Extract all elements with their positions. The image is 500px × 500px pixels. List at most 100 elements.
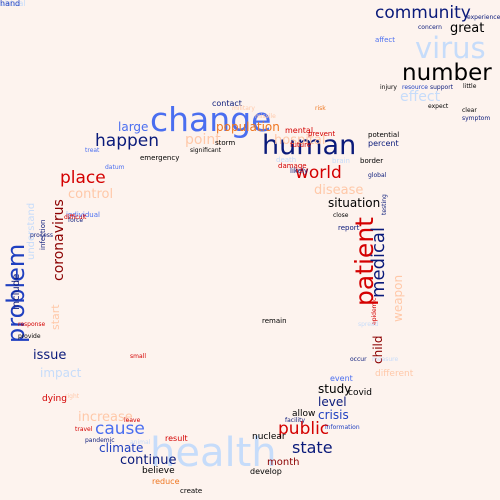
word-prevent: prevent xyxy=(308,130,336,138)
word-crisis: crisis xyxy=(318,408,349,422)
word-covid: covid xyxy=(348,388,372,398)
word-future: future xyxy=(290,141,312,149)
word-risk: risk xyxy=(315,105,326,112)
word-damage: damage xyxy=(278,162,307,170)
word-significant: significant xyxy=(190,147,221,154)
word-expect: expect xyxy=(428,103,449,110)
word-pandemic: pandemic xyxy=(85,437,115,444)
word-little: little xyxy=(463,83,477,90)
word-world: world xyxy=(295,163,342,183)
word-infection: infection xyxy=(39,219,47,250)
word-likely: likely xyxy=(290,167,309,175)
word-human: human xyxy=(262,130,357,161)
word-public: public xyxy=(278,419,330,439)
word-percent: percent xyxy=(368,139,399,148)
word-control: control xyxy=(68,187,114,202)
word-situation: situation xyxy=(328,196,381,210)
word-result: result xyxy=(165,434,188,443)
word-effect: effect xyxy=(400,89,441,105)
word-injury: injury xyxy=(380,84,397,91)
word-force: force xyxy=(68,217,84,224)
word-change: change xyxy=(150,100,272,139)
word-disease: disease xyxy=(314,183,364,198)
word-believe: believe xyxy=(142,466,175,476)
word-level: level xyxy=(318,395,347,409)
word-happen: happen xyxy=(95,131,160,151)
word-month: month xyxy=(267,457,300,468)
word-remain: remain xyxy=(262,317,287,325)
word-treat: treat xyxy=(85,147,100,154)
word-hand: hand xyxy=(0,0,21,8)
word-state: state xyxy=(292,438,333,457)
word-reduce: reduce xyxy=(152,477,180,486)
word-study: study xyxy=(318,382,352,396)
word-travel: travel xyxy=(75,426,93,433)
word-health: health xyxy=(150,430,277,476)
word-different: different xyxy=(375,369,414,379)
word-continue: continue xyxy=(120,453,177,468)
word-death: death xyxy=(276,156,297,164)
word-hospital: hospital xyxy=(274,133,326,148)
word-measure: measure xyxy=(372,356,399,363)
word-report: report xyxy=(338,224,360,232)
word-increase: increase xyxy=(78,410,133,425)
word-contact: contact xyxy=(212,99,242,108)
word-border: border xyxy=(360,157,384,165)
word-start: start xyxy=(49,304,62,330)
word-place: place xyxy=(60,168,106,188)
word-cause: cause xyxy=(95,419,145,439)
word-testing: testing xyxy=(381,194,388,215)
word-process: process xyxy=(30,232,54,239)
word-point: point xyxy=(185,132,221,148)
word-population: population xyxy=(216,120,280,134)
word-large: large xyxy=(118,120,149,134)
word-dying: dying xyxy=(42,394,67,404)
word-resource: resource xyxy=(402,84,428,91)
word-experience: experience xyxy=(467,14,500,21)
word-issue: issue xyxy=(33,348,67,363)
word-climate: climate xyxy=(99,441,144,455)
word-create: create xyxy=(180,487,203,495)
word-clear: clear xyxy=(462,107,477,114)
word-close: close xyxy=(333,212,349,219)
word-medical: medical xyxy=(368,227,389,298)
word-response: response xyxy=(18,321,46,328)
word-weapon: weapon xyxy=(391,274,405,322)
word-provide: provide xyxy=(18,333,41,340)
word-support: support xyxy=(430,84,454,91)
word-military: military xyxy=(232,105,255,112)
word-global: global xyxy=(368,172,387,179)
word-number: number xyxy=(402,60,492,86)
word-individual: individual xyxy=(66,211,100,219)
word-difficult: difficult xyxy=(64,214,87,221)
word-allow: allow xyxy=(292,409,316,419)
word-information: information xyxy=(325,424,360,431)
word-leave: leave xyxy=(124,417,141,424)
word-develop: develop xyxy=(250,467,282,476)
word-datum: datum xyxy=(105,164,125,171)
word-storm: storm xyxy=(215,139,236,147)
word-potential: potential xyxy=(368,131,400,139)
word-coronavirus: coronavirus xyxy=(51,199,67,281)
word-emergency: emergency xyxy=(140,154,180,162)
word-virtual: virtual xyxy=(0,0,26,8)
word-spread: spread xyxy=(358,321,379,328)
word-missile: missile xyxy=(255,113,276,120)
word-impact: impact xyxy=(40,366,82,380)
word-great: great xyxy=(450,21,485,36)
word-event: event xyxy=(330,374,353,383)
word-brain: brain xyxy=(332,157,350,165)
word-mental: mental xyxy=(285,126,314,135)
word-symptom: symptom xyxy=(462,115,491,122)
word-affect: affect xyxy=(375,36,396,44)
word-animal: animal xyxy=(130,439,151,446)
word-nuclear: nuclear xyxy=(252,432,286,442)
word-concern: concern xyxy=(418,24,442,31)
word-include: include xyxy=(11,273,22,310)
word-community: community xyxy=(375,3,471,23)
word-occur: occur xyxy=(350,356,367,363)
word-right: right xyxy=(65,393,80,400)
word-virus: virus xyxy=(415,31,486,65)
word-facility: facility xyxy=(285,417,305,424)
